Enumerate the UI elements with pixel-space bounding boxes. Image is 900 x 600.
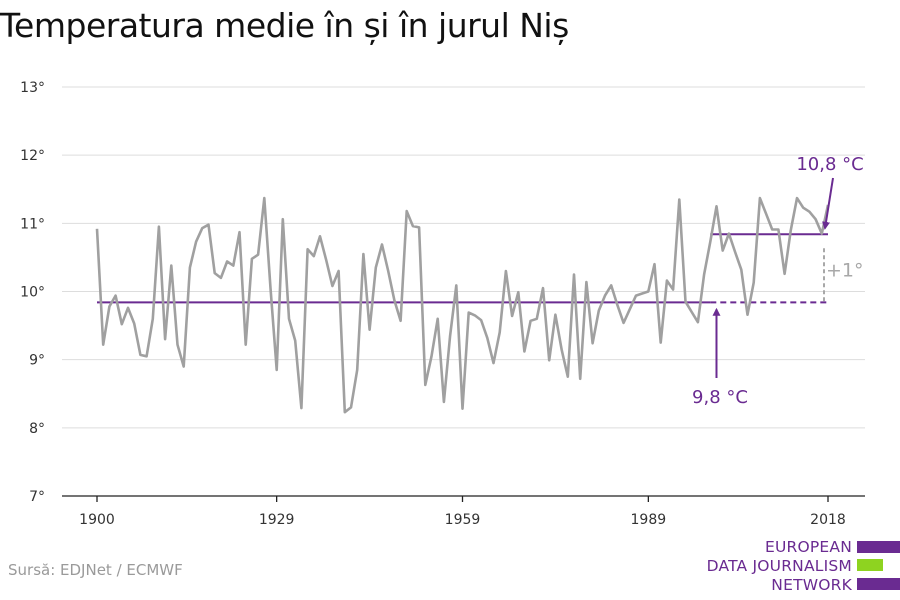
y-tick-label: 12°: [20, 148, 45, 164]
y-tick-label: 7°: [29, 489, 45, 505]
chart-title: Temperatura medie în și în jurul Niș: [0, 6, 569, 45]
edjnet-logo: EUROPEAN DATA JOURNALISM NETWORK: [640, 538, 900, 598]
y-axis-tick-labels: 7° 8° 9° 10° 11° 12° 13°: [20, 80, 45, 505]
label-difference: +1°: [826, 259, 864, 281]
annotations-layer: 9,8 °C 10,8 °C +1°: [692, 154, 864, 408]
y-tick-label: 8°: [29, 421, 45, 437]
label-long-term-mean: 9,8 °C: [692, 387, 748, 408]
label-recent-mean: 10,8 °C: [796, 154, 863, 175]
arrow-recent-mean: [822, 177, 834, 230]
x-tick-label: 2018: [810, 512, 846, 528]
x-tick-label: 1900: [79, 512, 115, 528]
y-tick-label: 9°: [29, 353, 45, 369]
logo-bar-middle: [857, 559, 883, 571]
x-tick-label: 1929: [259, 512, 295, 528]
logo-bar-top: [857, 541, 900, 553]
logo-line-2: DATA JOURNALISM: [706, 557, 852, 575]
y-tick-label: 10°: [20, 285, 45, 301]
y-tick-label: 11°: [20, 216, 45, 232]
y-tick-label: 13°: [20, 80, 45, 96]
x-tick-label: 1989: [631, 512, 667, 528]
temperature-series-line: [95, 196, 830, 414]
reference-lines: [97, 233, 828, 304]
x-tick-label: 1959: [445, 512, 481, 528]
source-note: Sursă: EDJNet / ECMWF: [8, 561, 183, 579]
x-axis: 1900 1929 1959 1989 2018: [62, 495, 865, 528]
grid-lines: [62, 86, 865, 429]
logo-bar-bottom: [857, 578, 900, 590]
logo-line-3: NETWORK: [771, 576, 852, 594]
logo-line-1: EUROPEAN: [764, 538, 852, 556]
series-layer: [95, 196, 830, 414]
